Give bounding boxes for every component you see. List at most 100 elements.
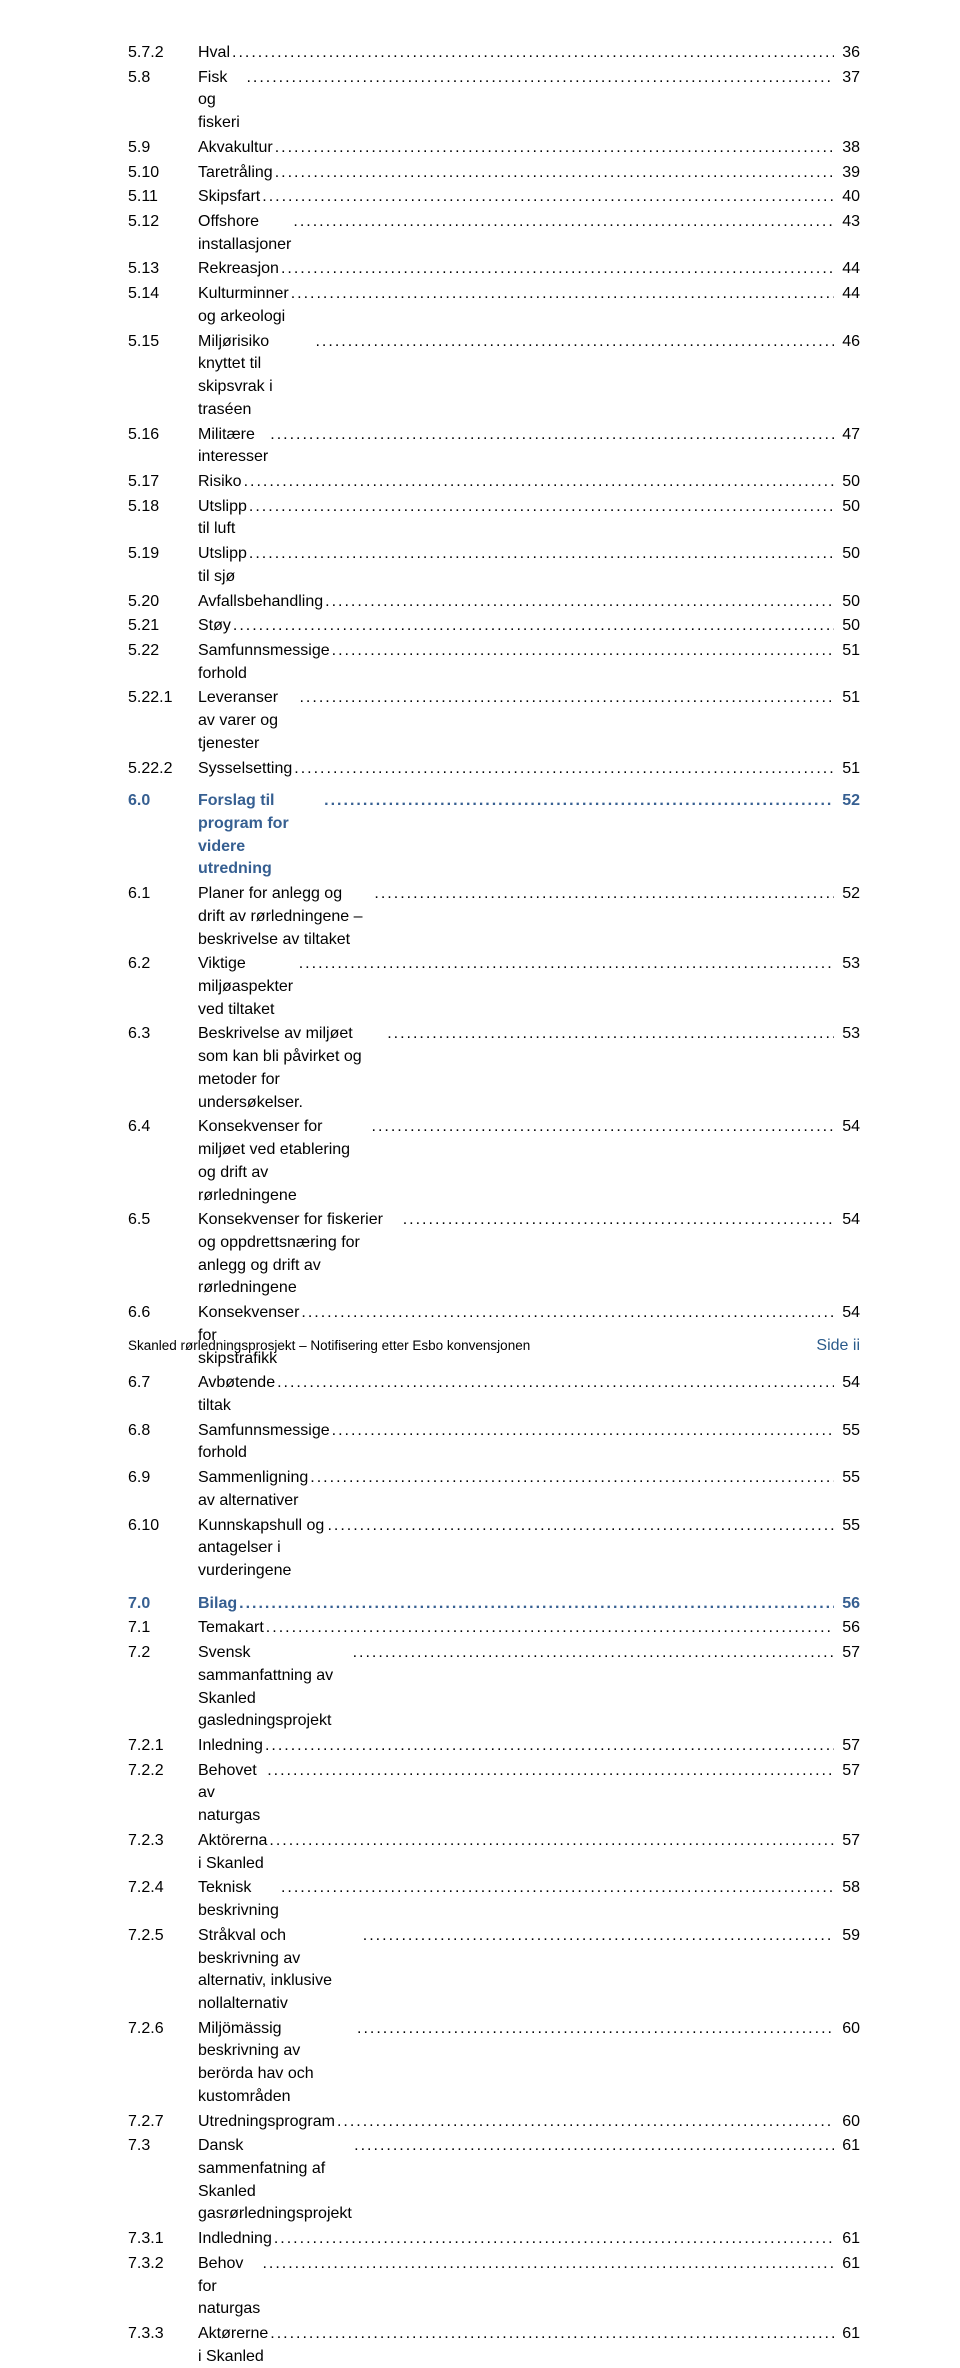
toc-leader-dots bbox=[363, 1925, 834, 1948]
toc-entry: 6.7Avbøtende tiltak54 bbox=[128, 1372, 860, 1417]
toc-page-number: 56 bbox=[836, 1593, 860, 1616]
toc-page-number: 50 bbox=[836, 591, 860, 614]
toc-page-number: 55 bbox=[836, 1515, 860, 1538]
toc-page-number: 61 bbox=[836, 2228, 860, 2251]
toc-leader-dots bbox=[357, 2018, 834, 2041]
toc-title: Aktörerna i Skanled bbox=[198, 1830, 267, 1875]
toc-number: 6.3 bbox=[128, 1023, 198, 1046]
toc-number: 7.3.1 bbox=[128, 2228, 198, 2251]
toc-leader-dots bbox=[267, 1760, 834, 1783]
toc-leader-dots bbox=[244, 471, 834, 494]
toc-entry: 5.7.2Hval36 bbox=[128, 42, 860, 65]
toc-number: 6.6 bbox=[128, 1302, 198, 1325]
toc-title: Aktørerne i Skanled bbox=[198, 2323, 268, 2368]
toc-title: Konsekvenser for fiskerier og oppdrettsn… bbox=[198, 1209, 401, 1300]
toc-page-number: 61 bbox=[836, 2253, 860, 2276]
toc-page-number: 50 bbox=[836, 615, 860, 638]
toc-number: 7.2.1 bbox=[128, 1735, 198, 1758]
toc-page-number: 53 bbox=[836, 953, 860, 976]
toc-leader-dots bbox=[387, 1023, 834, 1046]
toc-leader-dots bbox=[233, 615, 834, 638]
toc-title: Kunnskapshull og antagelser i vurderinge… bbox=[198, 1515, 325, 1583]
toc-entry: 5.19Utslipp til sjø50 bbox=[128, 543, 860, 588]
toc-page-number: 37 bbox=[836, 67, 860, 90]
footer-left-text: Skanled rørledningsprosjekt – Notifiseri… bbox=[128, 1338, 530, 1353]
toc-entry: 6.1Planer for anlegg og drift av rørledn… bbox=[128, 883, 860, 951]
toc-number: 5.9 bbox=[128, 137, 198, 160]
toc-entry: 5.11Skipsfart40 bbox=[128, 186, 860, 209]
toc-number: 5.7.2 bbox=[128, 42, 198, 65]
toc-title: Bilag bbox=[198, 1593, 237, 1616]
toc-number: 7.2.4 bbox=[128, 1877, 198, 1900]
toc-page-number: 54 bbox=[836, 1372, 860, 1395]
toc-page-number: 56 bbox=[836, 1617, 860, 1640]
toc-title: Avbøtende tiltak bbox=[198, 1372, 275, 1417]
toc-title: Utslipp til luft bbox=[198, 496, 247, 541]
toc-title: Behovet av naturgas bbox=[198, 1760, 265, 1828]
toc-title: Utredningsprogram bbox=[198, 2111, 335, 2134]
toc-page-number: 51 bbox=[836, 640, 860, 663]
toc-title: Risiko bbox=[198, 471, 242, 494]
toc-number: 6.5 bbox=[128, 1209, 198, 1232]
toc-entry: 5.22Samfunnsmessige forhold51 bbox=[128, 640, 860, 685]
toc-title: Skipsfart bbox=[198, 186, 260, 209]
toc-leader-dots bbox=[294, 758, 834, 781]
toc-leader-dots bbox=[232, 42, 834, 65]
toc-number: 5.22.1 bbox=[128, 687, 198, 710]
toc-title: Stråkval och beskrivning av alternativ, … bbox=[198, 1925, 361, 2016]
toc-entry: 5.13Rekreasjon44 bbox=[128, 258, 860, 281]
toc-number: 7.2.6 bbox=[128, 2018, 198, 2041]
toc-page-number: 60 bbox=[836, 2018, 860, 2041]
toc-leader-dots bbox=[374, 883, 834, 906]
toc-number: 5.17 bbox=[128, 471, 198, 494]
toc-page-number: 36 bbox=[836, 42, 860, 65]
toc-leader-dots bbox=[246, 67, 834, 90]
toc-number: 5.20 bbox=[128, 591, 198, 614]
toc-title: Viktige miljøaspekter ved tiltaket bbox=[198, 953, 297, 1021]
toc-number: 6.9 bbox=[128, 1467, 198, 1490]
toc-entry: 7.3.3Aktørerne i Skanled61 bbox=[128, 2323, 860, 2368]
toc-title: Akvakultur bbox=[198, 137, 273, 160]
toc-page-number: 55 bbox=[836, 1420, 860, 1443]
toc-gap bbox=[128, 782, 860, 790]
toc-entry: 7.3.2Behov for naturgas61 bbox=[128, 2253, 860, 2321]
toc-entry: 7.2.2Behovet av naturgas57 bbox=[128, 1760, 860, 1828]
toc-leader-dots bbox=[327, 1515, 834, 1538]
toc-title: Beskrivelse av miljøet som kan bli påvir… bbox=[198, 1023, 385, 1114]
toc-leader-dots bbox=[274, 2228, 834, 2251]
toc-title: Samfunnsmessige forhold bbox=[198, 1420, 330, 1465]
footer-page-number: Side ii bbox=[816, 1337, 860, 1355]
toc-leader-dots bbox=[265, 1735, 834, 1758]
toc-title: Fisk og fiskeri bbox=[198, 67, 244, 135]
toc-entry: 5.8Fisk og fiskeri37 bbox=[128, 67, 860, 135]
toc-leader-dots bbox=[281, 258, 834, 281]
toc-number: 6.10 bbox=[128, 1515, 198, 1538]
toc-leader-dots bbox=[354, 2135, 834, 2158]
toc-page-number: 51 bbox=[836, 758, 860, 781]
toc-leader-dots bbox=[270, 424, 834, 447]
toc-page-number: 40 bbox=[836, 186, 860, 209]
toc-leader-dots bbox=[293, 211, 834, 234]
toc-entry: 5.12Offshore installasjoner43 bbox=[128, 211, 860, 256]
toc-title: Kulturminner og arkeologi bbox=[198, 283, 289, 328]
toc-page-number: 59 bbox=[836, 1925, 860, 1948]
toc-page-number: 44 bbox=[836, 283, 860, 306]
toc-leader-dots bbox=[315, 331, 834, 354]
toc-leader-dots bbox=[269, 1830, 834, 1853]
toc-number: 6.2 bbox=[128, 953, 198, 976]
toc-number: 5.13 bbox=[128, 258, 198, 281]
toc-number: 5.18 bbox=[128, 496, 198, 519]
toc-title: Teknisk beskrivning bbox=[198, 1877, 279, 1922]
toc-entry: 6.0Forslag til program for videre utredn… bbox=[128, 790, 860, 881]
toc-title: Avfallsbehandling bbox=[198, 591, 323, 614]
toc-leader-dots bbox=[299, 687, 834, 710]
toc-page-number: 54 bbox=[836, 1116, 860, 1139]
toc-title: Planer for anlegg og drift av rørledning… bbox=[198, 883, 372, 951]
toc-title: Inledning bbox=[198, 1735, 263, 1758]
toc-page-number: 39 bbox=[836, 162, 860, 185]
toc-entry: 7.2.5Stråkval och beskrivning av alterna… bbox=[128, 1925, 860, 2016]
toc-number: 5.22 bbox=[128, 640, 198, 663]
toc-entry: 5.20Avfallsbehandling 50 bbox=[128, 591, 860, 614]
toc-leader-dots bbox=[372, 1116, 835, 1139]
toc-number: 5.21 bbox=[128, 615, 198, 638]
